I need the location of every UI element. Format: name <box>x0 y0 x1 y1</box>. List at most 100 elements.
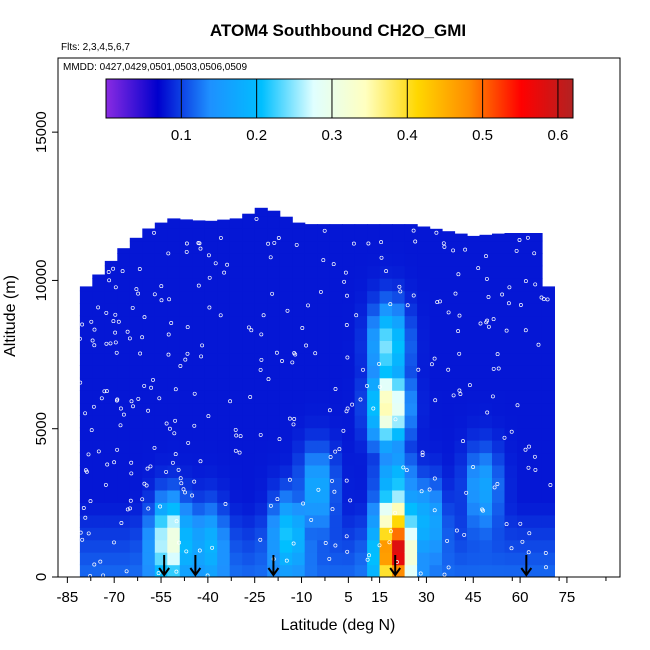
heatmap-cell <box>442 402 456 416</box>
flight-arrow <box>267 555 280 577</box>
heatmap-cell <box>392 315 406 329</box>
heatmap-cell <box>254 340 268 354</box>
sample-point <box>327 408 332 413</box>
heatmap-cell <box>167 265 181 279</box>
sample-point <box>413 239 418 244</box>
heatmap-cell <box>229 327 243 341</box>
heatmap-cell <box>192 514 206 528</box>
heatmap-cell <box>167 352 181 366</box>
sample-point <box>91 404 96 409</box>
heatmap-cell <box>329 502 343 516</box>
heatmap-cell <box>417 365 431 379</box>
sample-point <box>118 423 123 428</box>
heatmap-cell <box>504 539 518 553</box>
sample-point <box>388 302 393 307</box>
heatmap-cell <box>442 315 456 329</box>
heatmap-cell <box>492 253 506 267</box>
sample-point <box>384 269 389 274</box>
heatmap-cell <box>479 489 493 503</box>
heatmap-cell <box>192 477 206 491</box>
heatmap-cell <box>429 464 443 478</box>
sample-point <box>113 312 118 317</box>
heatmap-cell <box>504 427 518 441</box>
heatmap-cell <box>179 489 193 503</box>
heatmap-cell <box>479 477 493 491</box>
heatmap-cell <box>229 464 243 478</box>
dates-subtitle: MMDD: 0427,0429,0501,0503,0506,0509 <box>63 62 247 73</box>
heatmap-cell <box>204 327 218 341</box>
heatmap-cell <box>104 464 118 478</box>
heatmap-cell <box>104 377 118 391</box>
heatmap-cell <box>367 514 381 528</box>
sample-point <box>344 534 349 539</box>
heatmap-cell <box>279 240 293 254</box>
heatmap-cell <box>217 452 231 466</box>
heatmap-cell <box>279 452 293 466</box>
heatmap-cell <box>154 427 168 441</box>
sample-point <box>484 254 488 259</box>
heatmap-cell <box>354 464 368 478</box>
heatmap-cell <box>492 265 506 279</box>
heatmap-cell <box>317 315 331 329</box>
sample-point <box>157 396 162 401</box>
heatmap-cell <box>192 327 206 341</box>
sample-point <box>105 462 110 467</box>
sample-point <box>200 343 205 348</box>
sample-point <box>81 506 86 510</box>
heatmap-cell <box>242 527 256 541</box>
sample-point <box>274 350 279 355</box>
heatmap-cell <box>154 352 168 366</box>
heatmap-cell <box>129 340 143 354</box>
heatmap-cell <box>479 464 493 478</box>
heatmap-cell <box>267 265 281 279</box>
heatmap-cell <box>367 464 381 478</box>
heatmap-cell <box>479 452 493 466</box>
sample-point <box>371 406 376 411</box>
heatmap-cell <box>329 427 343 441</box>
heatmap-cell <box>367 228 381 242</box>
heatmap-cell <box>142 502 156 516</box>
heatmap-cell <box>541 415 555 429</box>
sample-point <box>433 398 438 403</box>
heatmap-cell <box>379 278 393 292</box>
sample-point <box>350 402 355 407</box>
heatmap-cell <box>379 365 393 379</box>
sample-point <box>92 343 97 348</box>
sample-point <box>112 540 116 545</box>
heatmap-cell <box>492 440 506 454</box>
heatmap-cell <box>541 427 555 441</box>
heatmap-cell <box>79 564 93 577</box>
heatmap-cell <box>254 552 268 566</box>
heatmap-cell <box>79 290 93 304</box>
heatmap-cell <box>254 390 268 404</box>
sample-point <box>218 313 223 318</box>
sample-point <box>210 545 215 550</box>
sample-point <box>411 228 416 233</box>
heatmap-cell <box>217 539 231 553</box>
heatmap-cell <box>92 327 106 341</box>
sample-point <box>223 502 228 506</box>
sample-point <box>228 399 233 404</box>
heatmap-cell <box>254 427 268 441</box>
heatmap-cell <box>392 477 406 491</box>
heatmap-cell <box>317 552 331 566</box>
heatmap-cell <box>379 440 393 454</box>
heatmap-cell <box>492 233 506 242</box>
heatmap-cell <box>217 315 231 329</box>
sample-point <box>446 310 451 315</box>
sample-point <box>491 317 496 322</box>
heatmap-layer <box>79 207 555 577</box>
heatmap-cell <box>492 527 506 541</box>
heatmap-cell <box>242 265 256 279</box>
heatmap-cell <box>379 452 393 466</box>
heatmap-cell <box>229 489 243 503</box>
heatmap-cell <box>492 552 506 566</box>
heatmap-cell <box>117 340 131 354</box>
heatmap-cell <box>217 352 231 366</box>
heatmap-cell <box>117 352 131 366</box>
heatmap-cell <box>229 290 243 304</box>
heatmap-cell <box>242 278 256 292</box>
sample-point <box>523 328 528 333</box>
sample-point <box>237 450 242 455</box>
heatmap-cell <box>517 377 531 391</box>
